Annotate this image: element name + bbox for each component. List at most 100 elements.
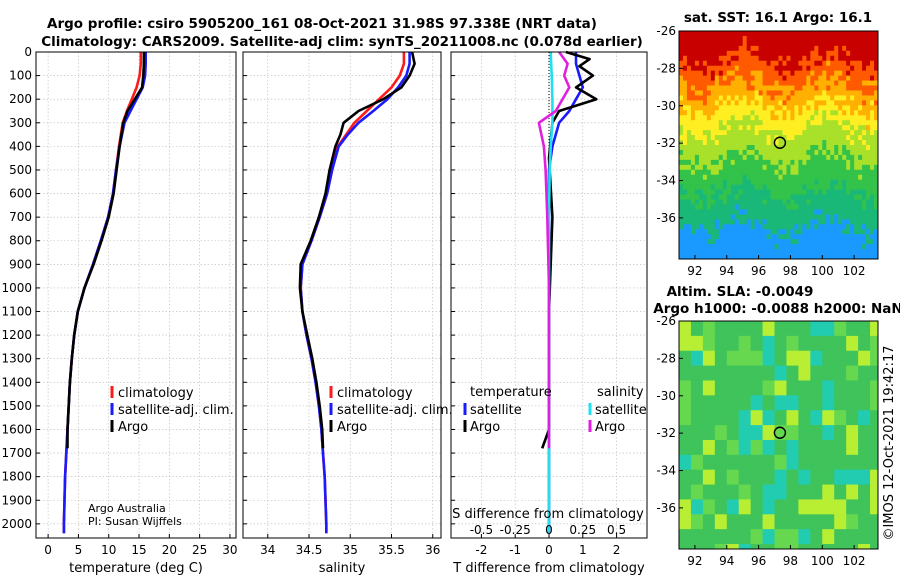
map-cell — [794, 164, 799, 171]
map-cell — [754, 244, 759, 250]
map-cell — [734, 345, 740, 352]
map-cell — [774, 31, 779, 37]
map-cell — [814, 321, 819, 327]
map-cell — [746, 130, 752, 136]
map-cell — [858, 219, 863, 225]
map-cell — [698, 469, 704, 476]
map-cell — [874, 55, 879, 62]
map-cell — [718, 224, 724, 230]
map-cell — [862, 105, 867, 111]
top-tick-label: -0.25 — [500, 523, 531, 537]
map-cell — [726, 355, 732, 362]
map-cell — [778, 70, 783, 77]
s-diff-label: S difference from climatology — [452, 507, 644, 522]
map-cell — [774, 184, 779, 191]
map-cell — [710, 145, 716, 151]
x-tick-label: -2 — [475, 543, 487, 557]
map-cell — [750, 50, 756, 57]
map-cell — [746, 95, 752, 101]
map-cell — [758, 70, 763, 77]
map-cell — [730, 244, 736, 250]
map-cell — [710, 70, 716, 77]
map-cell — [694, 234, 700, 240]
map-cell — [710, 350, 716, 357]
map-cell — [698, 149, 704, 156]
map-cell — [746, 159, 752, 166]
map-cell — [790, 514, 795, 520]
map-cell — [790, 159, 795, 166]
map-cell — [702, 31, 708, 37]
map-cell — [706, 395, 712, 401]
map-cell — [754, 335, 759, 342]
map-cell — [786, 390, 791, 396]
map-cell — [858, 479, 863, 485]
map-cell — [826, 249, 831, 255]
map-cell — [754, 519, 759, 525]
map-cell — [870, 439, 875, 446]
map-cell — [710, 50, 716, 57]
map-cell — [718, 219, 724, 225]
map-cell — [679, 370, 684, 376]
map-cell — [746, 325, 752, 332]
map-cell — [750, 544, 756, 550]
map-cell — [682, 159, 688, 166]
map-cell — [734, 395, 740, 401]
map-cell — [698, 60, 704, 67]
map-cell — [802, 239, 807, 245]
map-cell — [866, 184, 871, 191]
x-tick-label: 92 — [687, 264, 702, 278]
map-cell — [694, 345, 700, 352]
map-cell — [730, 85, 736, 91]
map-cell — [810, 164, 815, 171]
map-cell — [679, 534, 684, 540]
map-cell — [858, 439, 863, 446]
map-cell — [866, 340, 871, 347]
map-cell — [754, 184, 759, 191]
map-cell — [790, 335, 795, 342]
map-cell — [714, 365, 720, 371]
map-cell — [738, 55, 744, 62]
legend-label-satellite: satellite-adj. clim. — [118, 403, 234, 418]
map-cell — [842, 330, 847, 337]
map-cell — [858, 100, 863, 106]
map-cell — [726, 405, 732, 411]
map-cell — [686, 430, 692, 436]
map-cell — [702, 335, 708, 342]
map-cell — [694, 439, 700, 446]
map-cell — [818, 35, 823, 42]
map-cell — [774, 45, 779, 52]
map-cell — [818, 115, 823, 121]
map-cell — [874, 380, 879, 386]
map-cell — [830, 509, 835, 515]
map-cell — [730, 174, 736, 181]
map-cell — [858, 110, 863, 116]
map-cell — [726, 400, 732, 406]
map-cell — [746, 40, 752, 47]
map-cell — [850, 444, 855, 451]
map-cell — [782, 70, 787, 77]
map-cell — [814, 90, 819, 96]
map-cell — [862, 524, 867, 530]
map-cell — [742, 239, 748, 245]
map-cell — [786, 70, 791, 77]
map-cell — [870, 370, 875, 376]
map-cell — [874, 184, 879, 191]
map-cell — [774, 504, 779, 510]
map-cell — [810, 179, 815, 186]
map-cell — [722, 380, 728, 386]
map-cell — [746, 244, 752, 250]
map-cell — [810, 494, 815, 500]
map-cell — [754, 169, 759, 176]
map-cell — [758, 325, 763, 332]
map-cell — [698, 479, 704, 485]
map-cell — [726, 380, 732, 386]
map-cell — [810, 125, 815, 131]
map-cell — [722, 125, 728, 131]
map-cell — [842, 159, 847, 166]
map-cell — [874, 415, 879, 421]
map-cell — [782, 234, 787, 240]
map-cell — [818, 100, 823, 106]
map-cell — [714, 239, 720, 245]
map-cell — [710, 199, 716, 205]
map-cell — [834, 479, 839, 485]
